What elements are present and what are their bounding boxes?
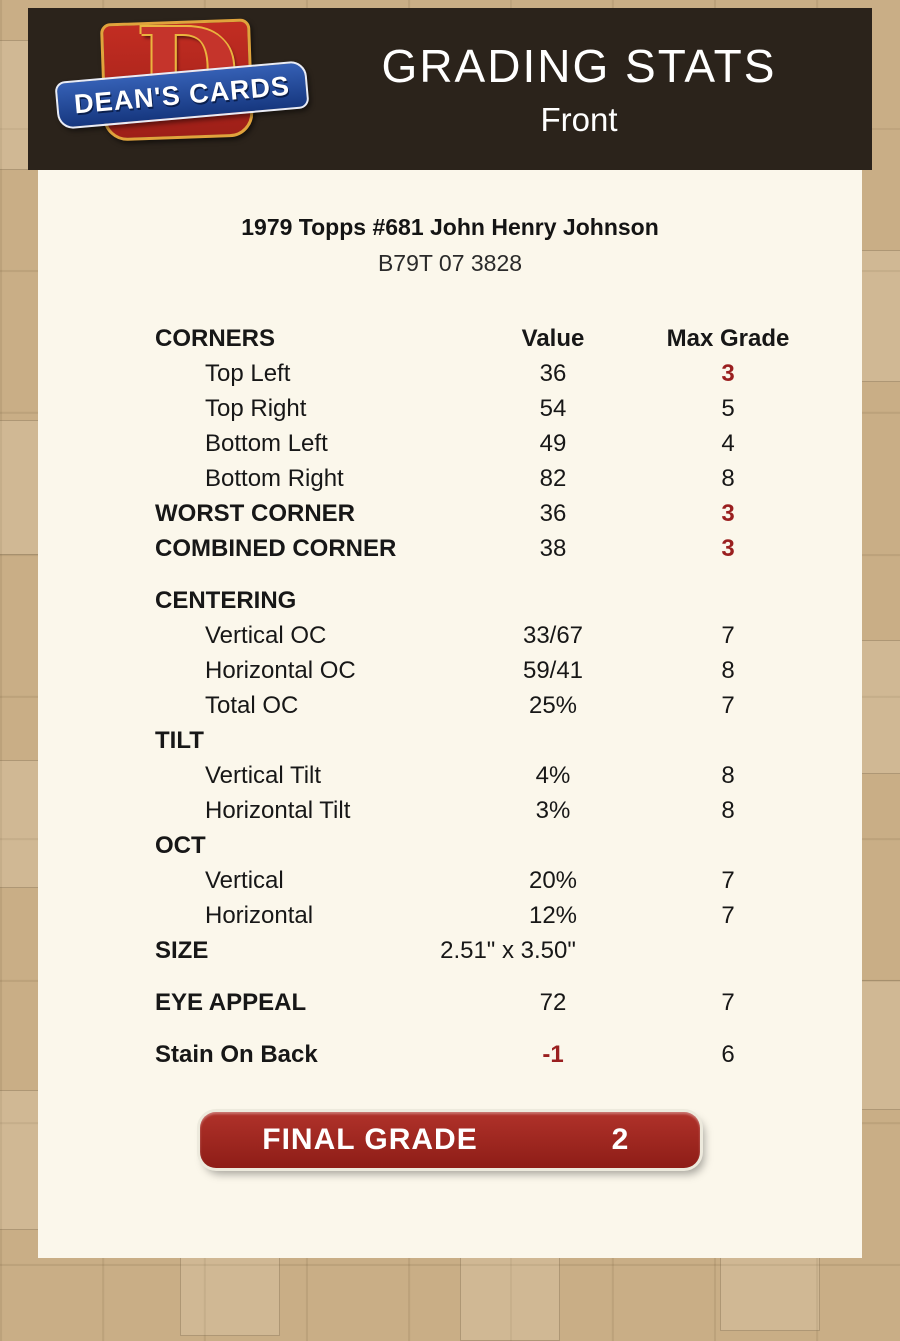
cell-max: 3 <box>721 500 735 527</box>
cell-label: Total OC <box>205 692 299 719</box>
table-row: Vertical Tilt 4% 8 <box>38 758 862 793</box>
cell-max: 8 <box>721 465 735 492</box>
final-grade-label: FINAL GRADE <box>262 1123 478 1156</box>
cell-label: CORNERS <box>155 325 276 352</box>
cell-label: EYE APPEAL <box>155 989 307 1016</box>
cell-value: 20% <box>528 867 578 894</box>
cell-value: 59/41 <box>522 657 584 684</box>
table-row: COMBINED CORNER 38 3 <box>38 531 862 566</box>
table-row: Vertical 20% 7 <box>38 863 862 898</box>
stats-panel: 1979 Topps #681 John Henry Johnson B79T … <box>38 170 862 1258</box>
table-row: Horizontal OC 59/41 8 <box>38 653 862 688</box>
table-row: EYE APPEAL 72 7 <box>38 985 862 1020</box>
page-subtitle: Front <box>540 101 618 138</box>
cell-value: 3% <box>535 797 571 824</box>
cell-max: 7 <box>721 692 735 719</box>
cell-value: 4% <box>535 762 571 789</box>
cell-label: Top Left <box>205 360 291 387</box>
cell-max: 7 <box>721 989 735 1016</box>
cell-label: Stain On Back <box>155 1041 318 1068</box>
table-row: Horizontal 12% 7 <box>38 898 862 933</box>
cell-max: 8 <box>721 762 735 789</box>
table-row: Bottom Right 82 8 <box>38 461 862 496</box>
cell-value: 49 <box>539 430 567 457</box>
cell-value: 72 <box>539 989 567 1016</box>
cell-max: 5 <box>721 395 735 422</box>
table-row: WORST CORNER 36 3 <box>38 496 862 531</box>
cell-value: Value <box>521 325 585 352</box>
final-grade-badge: FINAL GRADE 2 <box>200 1112 700 1168</box>
cell-label: CENTERING <box>155 587 297 614</box>
cell-label: OCT <box>155 832 206 859</box>
cell-max: Max Grade <box>666 325 790 352</box>
cell-value: -1 <box>542 1041 564 1068</box>
cell-value: 36 <box>539 500 567 527</box>
table-row: Top Right 54 5 <box>38 391 862 426</box>
cell-value: 12% <box>528 902 578 929</box>
cell-max: 7 <box>721 867 735 894</box>
cell-value: 82 <box>539 465 567 492</box>
cell-label: COMBINED CORNER <box>155 535 397 562</box>
cell-value: 54 <box>539 395 567 422</box>
table-row: Total OC 25% 7 <box>38 688 862 723</box>
page-title: GRADING STATS <box>381 40 777 92</box>
table-row: Bottom Left 49 4 <box>38 426 862 461</box>
card-title: 1979 Topps #681 John Henry Johnson <box>241 214 659 240</box>
final-grade-value: 2 <box>611 1123 629 1156</box>
cell-label: Bottom Right <box>205 465 344 492</box>
table-row: Horizontal Tilt 3% 8 <box>38 793 862 828</box>
cell-label: SIZE <box>155 937 209 964</box>
cell-value: 2.51" x 3.50" <box>440 937 576 964</box>
cell-value: 38 <box>539 535 567 562</box>
table-row: Top Left 36 3 <box>38 356 862 391</box>
cell-label: Vertical <box>205 867 284 894</box>
cell-max: 3 <box>721 360 735 387</box>
cell-label: Top Right <box>205 395 307 422</box>
cell-label: WORST CORNER <box>155 500 355 527</box>
card-code: B79T 07 3828 <box>377 250 523 276</box>
table-row: OCT <box>38 828 862 863</box>
cell-max: 6 <box>721 1041 735 1068</box>
cell-max: 4 <box>721 430 735 457</box>
cell-label: TILT <box>155 727 204 754</box>
cell-value: 36 <box>539 360 567 387</box>
table-row: CORNERS Value Max Grade <box>38 321 862 356</box>
cell-label: Horizontal <box>205 902 314 929</box>
table-row: SIZE 2.51" x 3.50" <box>38 933 862 968</box>
cell-value: 25% <box>528 692 578 719</box>
cell-label: Bottom Left <box>205 430 328 457</box>
deans-cards-logo: D DEAN'S CARDS <box>50 7 320 159</box>
table-row: CENTERING <box>38 583 862 618</box>
cell-label: Vertical OC <box>205 622 327 649</box>
cell-label: Horizontal OC <box>205 657 356 684</box>
cell-max: 8 <box>721 657 735 684</box>
cell-label: Horizontal Tilt <box>205 797 351 824</box>
cell-max: 7 <box>721 622 735 649</box>
cell-max: 8 <box>721 797 735 824</box>
cell-max: 7 <box>721 902 735 929</box>
header: D DEAN'S CARDS GRADING STATS Front <box>28 7 872 170</box>
table-row: Vertical OC 33/67 7 <box>38 618 862 653</box>
stats-table: CORNERS Value Max Grade Top Left 36 3 Top Righ… <box>38 321 862 1072</box>
cell-label: Vertical Tilt <box>205 762 322 789</box>
table-row: Stain On Back -1 6 <box>38 1037 862 1072</box>
cell-max: 3 <box>721 535 735 562</box>
cell-value: 33/67 <box>522 622 584 649</box>
logo-text: DEAN'S CARDS <box>72 70 292 119</box>
table-row: TILT <box>38 723 862 758</box>
header-titles: GRADING STATS Front <box>320 39 872 139</box>
